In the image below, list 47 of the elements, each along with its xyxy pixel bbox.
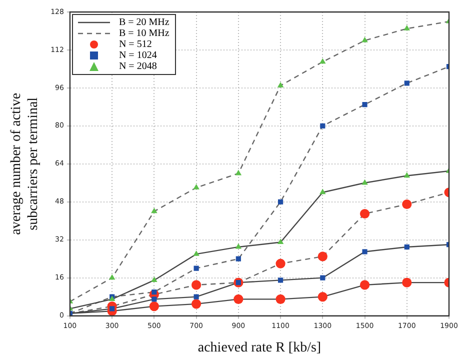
legend-label: N = 512 [118,39,152,50]
point [108,274,116,280]
point [404,172,410,178]
point [194,294,199,300]
point [235,243,242,249]
point [277,238,284,244]
point [402,278,412,288]
legend-label: N = 1024 [118,50,157,61]
point [235,170,242,176]
point [320,58,326,64]
point [320,123,326,128]
point [193,184,200,190]
point [276,294,286,304]
point [151,208,158,214]
point [362,249,368,254]
point [110,306,115,312]
point [402,199,412,210]
point [320,188,326,194]
point [404,244,410,250]
point [360,208,370,219]
point [362,36,368,42]
point [276,258,286,268]
legend-label: N = 2048 [118,61,157,72]
point [320,275,326,280]
point [404,25,410,30]
point [192,280,202,290]
x-axis-title: achieved rate R [kb/s] [198,340,322,356]
point [318,292,328,302]
point [151,276,158,282]
legend-label: B = 10 MHz [118,28,170,39]
point [149,302,159,312]
point [234,294,244,304]
y-axis-title: average number of active subcarriers per terminal [9,92,41,235]
legend-label: B = 20 MHz [118,17,170,28]
point [278,278,284,283]
point [192,299,202,309]
point [404,80,410,86]
point [194,266,199,271]
point [318,252,328,262]
point [152,296,157,302]
point [236,256,241,262]
point [278,199,284,204]
point [362,102,368,108]
point [277,82,284,88]
point [362,179,368,185]
point [193,250,200,256]
point [360,280,370,290]
